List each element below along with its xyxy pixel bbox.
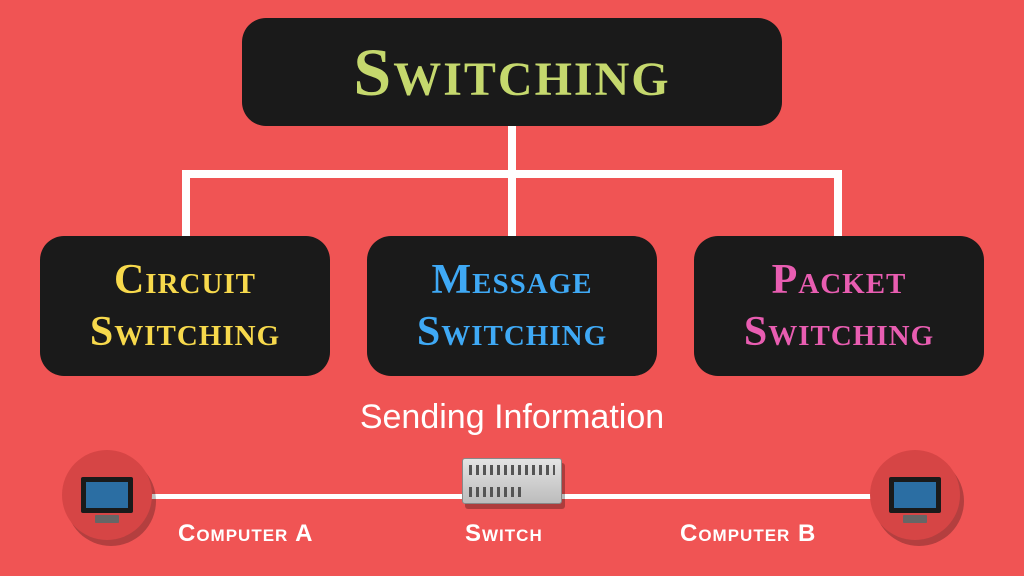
child-label: Switching: [417, 306, 607, 359]
child-node-message: Message Switching: [367, 236, 657, 376]
child-node-circuit: Circuit Switching: [40, 236, 330, 376]
tree-connector: [508, 126, 516, 176]
flow-node-label: Computer B: [680, 520, 816, 548]
child-label: Switching: [744, 306, 934, 359]
tree-connector: [182, 170, 190, 236]
child-label: Switching: [90, 306, 280, 359]
child-node-packet: Packet Switching: [694, 236, 984, 376]
flow-caption: Sending Information: [0, 398, 1024, 437]
computer-icon: [889, 477, 941, 513]
tree-connector: [834, 170, 842, 236]
child-label: Circuit: [114, 254, 256, 307]
tree-connector: [508, 170, 516, 236]
root-node: Switching: [242, 18, 782, 126]
computer-b-node: [870, 450, 960, 540]
switch-icon: [462, 458, 562, 504]
computer-icon: [81, 477, 133, 513]
child-label: Message: [431, 254, 592, 307]
child-label: Packet: [772, 254, 907, 307]
computer-a-node: [62, 450, 152, 540]
flow-node-label: Switch: [465, 520, 543, 548]
flow-node-label: Computer A: [178, 520, 313, 548]
root-label: Switching: [353, 33, 670, 112]
